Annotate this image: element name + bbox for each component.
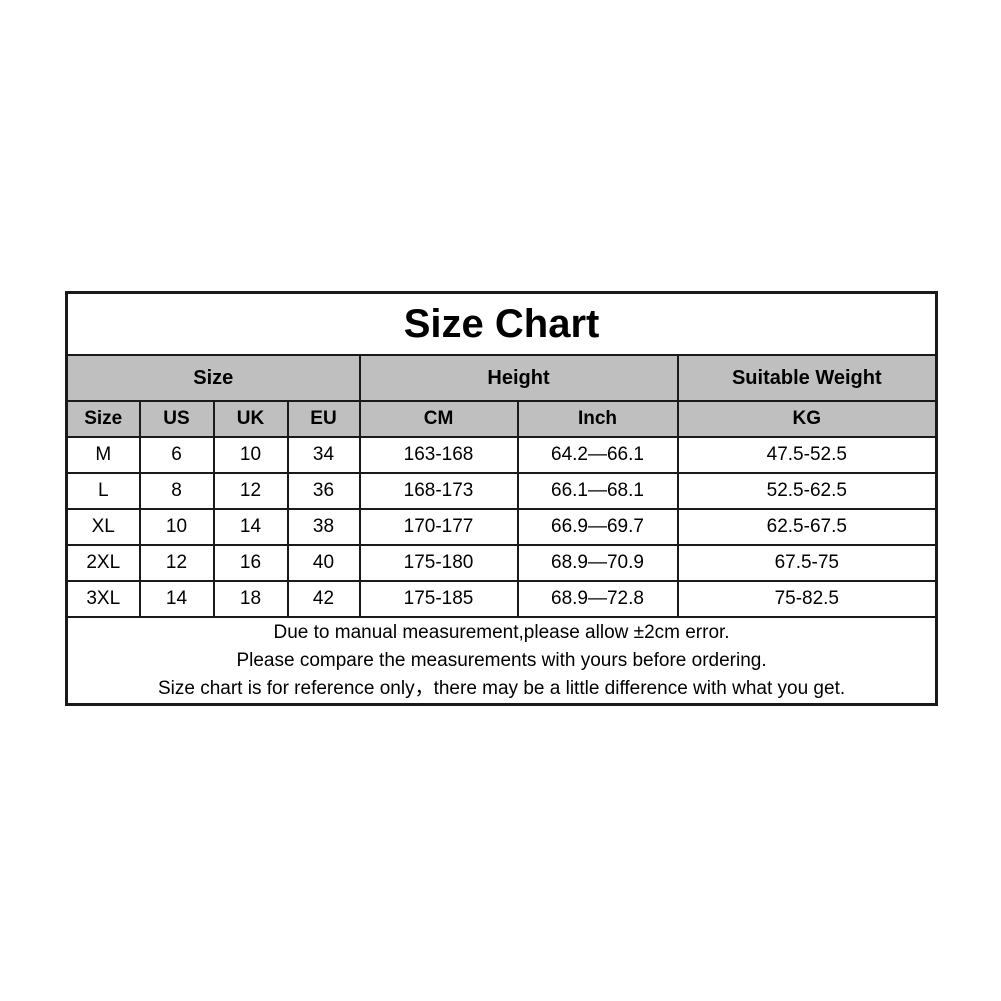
cell-inch: 66.1—68.1: [516, 472, 679, 510]
cell-us: 10: [138, 508, 215, 546]
cell-size: L: [65, 472, 141, 510]
cell-cm: 163-168: [358, 436, 519, 474]
cell-size: 3XL: [65, 580, 141, 618]
column-group-size: Size: [65, 354, 361, 402]
cell-uk: 10: [212, 436, 289, 474]
cell-inch: 68.9—70.9: [516, 544, 679, 582]
cell-cm: 170-177: [358, 508, 519, 546]
column-group-row: Size Height Suitable Weight: [65, 354, 938, 402]
column-group-suitable-weight: Suitable Weight: [676, 354, 938, 402]
cell-cm: 175-180: [358, 544, 519, 582]
table-row-l: L 8 12 36 168-173 66.1—68.1 52.5-62.5: [65, 472, 938, 510]
cell-us: 12: [138, 544, 215, 582]
size-chart-table: Size Chart Size Height Suitable Weight S…: [65, 291, 939, 706]
chart-title: Size Chart: [65, 291, 938, 356]
title-row: Size Chart: [65, 291, 938, 356]
cell-kg: 67.5-75: [676, 544, 938, 582]
column-header-row: Size US UK EU CM Inch KG: [65, 400, 938, 438]
notes-block: Due to manual measurement,please allow ±…: [65, 616, 938, 706]
note-measurement-error: Due to manual measurement,please allow ±…: [273, 621, 730, 643]
cell-uk: 14: [212, 508, 289, 546]
cell-uk: 18: [212, 580, 289, 618]
cell-eu: 40: [286, 544, 361, 582]
cell-eu: 38: [286, 508, 361, 546]
cell-size: XL: [65, 508, 141, 546]
cell-us: 6: [138, 436, 215, 474]
column-group-height: Height: [358, 354, 679, 402]
cell-us: 8: [138, 472, 215, 510]
column-header-inch: Inch: [516, 400, 679, 438]
cell-eu: 42: [286, 580, 361, 618]
cell-uk: 16: [212, 544, 289, 582]
cell-cm: 175-185: [358, 580, 519, 618]
cell-eu: 36: [286, 472, 361, 510]
note-compare-measurements: Please compare the measurements with you…: [236, 649, 767, 671]
cell-inch: 64.2—66.1: [516, 436, 679, 474]
cell-size: 2XL: [65, 544, 141, 582]
table-row-3xl: 3XL 14 18 42 175-185 68.9—72.8 75-82.5: [65, 580, 938, 618]
cell-eu: 34: [286, 436, 361, 474]
cell-inch: 68.9—72.8: [516, 580, 679, 618]
cell-kg: 52.5-62.5: [676, 472, 938, 510]
column-header-kg: KG: [676, 400, 938, 438]
cell-kg: 47.5-52.5: [676, 436, 938, 474]
cell-inch: 66.9—69.7: [516, 508, 679, 546]
cell-uk: 12: [212, 472, 289, 510]
column-header-size: Size: [65, 400, 141, 438]
cell-kg: 75-82.5: [676, 580, 938, 618]
cell-kg: 62.5-67.5: [676, 508, 938, 546]
cell-size: M: [65, 436, 141, 474]
column-header-eu: EU: [286, 400, 361, 438]
column-header-cm: CM: [358, 400, 519, 438]
note-reference-only: Size chart is for reference only，there m…: [157, 677, 846, 699]
table-row-m: M 6 10 34 163-168 64.2—66.1 47.5-52.5: [65, 436, 938, 474]
column-header-us: US: [138, 400, 215, 438]
cell-us: 14: [138, 580, 215, 618]
table-row-2xl: 2XL 12 16 40 175-180 68.9—70.9 67.5-75: [65, 544, 938, 582]
table-row-xl: XL 10 14 38 170-177 66.9—69.7 62.5-67.5: [65, 508, 938, 546]
column-header-uk: UK: [212, 400, 289, 438]
notes-row: Due to manual measurement,please allow ±…: [65, 616, 938, 706]
cell-cm: 168-173: [358, 472, 519, 510]
